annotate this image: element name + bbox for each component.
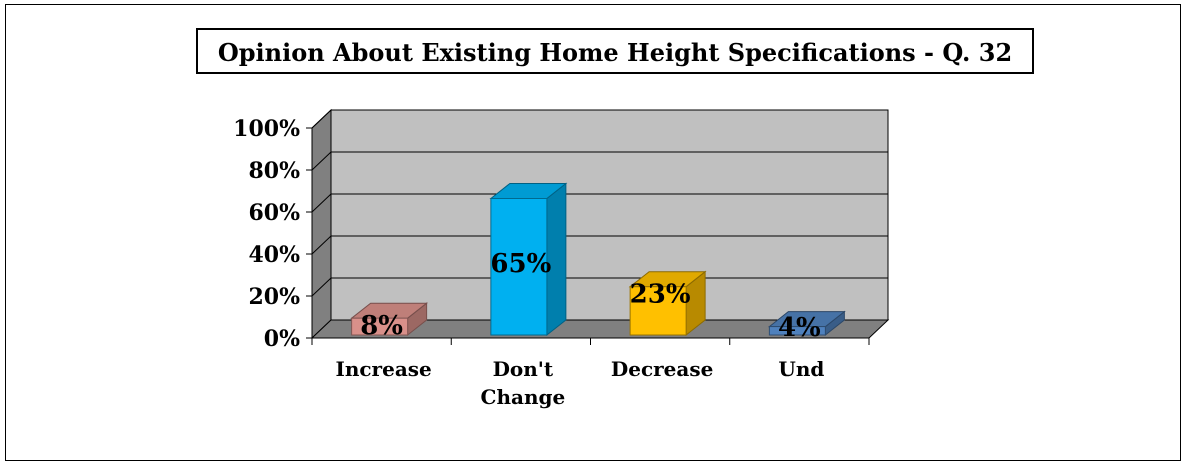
x-tick-label: Don't — [493, 357, 554, 381]
y-tick-label: 80% — [248, 158, 300, 184]
title-box — [196, 28, 1034, 74]
y-tick-label: 100% — [233, 116, 300, 142]
plot-area: 0% 20% 40% 60% 80% 100% 8% 65% 23% 4% Increase Don'… — [233, 108, 890, 409]
bar-front — [490, 198, 548, 336]
x-tick-label: Und — [778, 357, 824, 381]
side-wall — [311, 108, 332, 340]
gridline — [311, 109, 888, 129]
data-label: 8% — [360, 311, 403, 341]
back-wall — [330, 109, 889, 321]
data-label: 65% — [490, 249, 551, 279]
bar-1 — [489, 182, 568, 337]
y-tick-label: 40% — [248, 242, 300, 268]
gridline — [311, 235, 888, 255]
bar-2 — [628, 270, 707, 337]
data-label: 4% — [778, 313, 821, 343]
gridline — [311, 193, 888, 213]
y-tick-label: 60% — [248, 200, 300, 226]
y-tick-label: 20% — [248, 284, 300, 310]
bar-front — [351, 317, 409, 336]
bar-front — [768, 326, 826, 336]
bar-3 — [767, 310, 846, 337]
bar-front — [629, 286, 687, 336]
x-tick-label: Increase — [335, 357, 431, 381]
bar-0 — [350, 302, 429, 337]
data-label: 23% — [630, 280, 691, 310]
x-tick-label: Change — [481, 385, 566, 409]
x-tick-label: Decrease — [611, 357, 713, 381]
y-tick-label: 0% — [264, 326, 300, 352]
chart-title: Opinion About Existing Home Height Speci… — [218, 38, 1012, 67]
gridline — [311, 151, 888, 171]
